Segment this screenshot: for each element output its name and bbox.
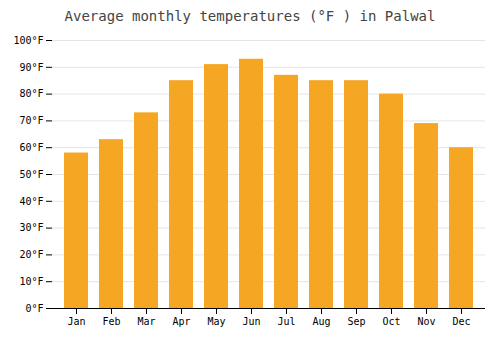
svg-text:Dec: Dec	[452, 316, 470, 327]
svg-text:Oct: Oct	[382, 316, 400, 327]
svg-text:80°F: 80°F	[19, 88, 43, 99]
svg-text:Mar: Mar	[137, 316, 155, 327]
svg-text:Jan: Jan	[67, 316, 85, 327]
svg-text:Sep: Sep	[347, 316, 365, 327]
svg-text:Apr: Apr	[172, 316, 190, 327]
svg-text:May: May	[207, 316, 225, 327]
svg-text:Nov: Nov	[417, 316, 435, 327]
svg-text:40°F: 40°F	[19, 196, 43, 207]
svg-text:20°F: 20°F	[19, 249, 43, 260]
svg-text:90°F: 90°F	[19, 62, 43, 73]
svg-text:50°F: 50°F	[19, 169, 43, 180]
svg-text:60°F: 60°F	[19, 142, 43, 153]
svg-text:70°F: 70°F	[19, 115, 43, 126]
html-text:Average monthly temperatures (: Average monthly temperatures (°F ) in Pa…	[64, 8, 436, 24]
svg-text:Jul: Jul	[277, 316, 295, 327]
svg-text:100°F: 100°F	[13, 35, 43, 46]
svg-text:Aug: Aug	[312, 316, 330, 327]
svg-text:30°F: 30°F	[19, 222, 43, 233]
svg-text:Jun: Jun	[242, 316, 260, 327]
svg-text:10°F: 10°F	[19, 276, 43, 287]
svg-text:0°F: 0°F	[25, 303, 43, 314]
svg-text:Feb: Feb	[102, 316, 120, 327]
